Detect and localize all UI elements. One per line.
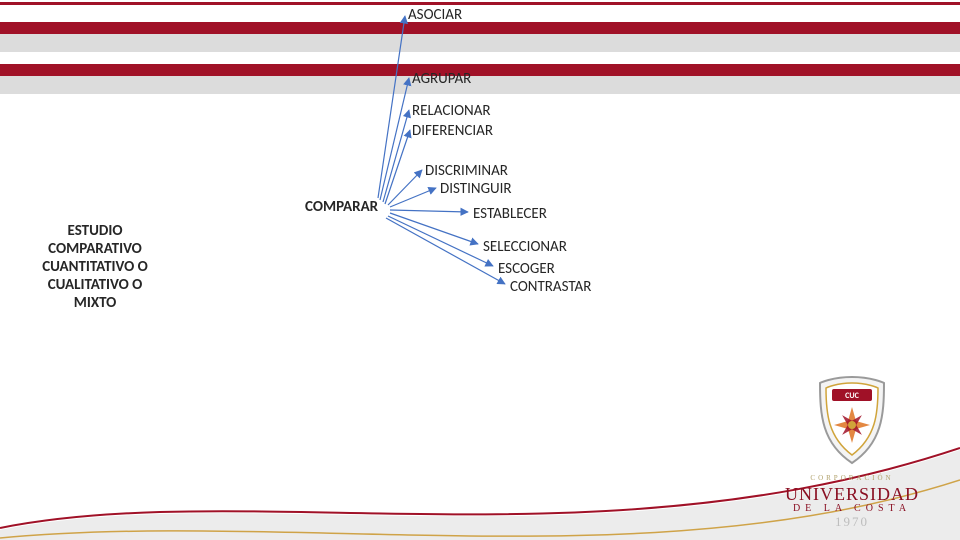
target-discriminar: DISCRIMINAR (425, 162, 508, 180)
shield-icon: CUC (812, 375, 892, 465)
logo-line1: UNIVERSIDAD (762, 484, 942, 505)
target-seleccionar: SELECCIONAR (483, 238, 567, 256)
target-asociar: ASOCIAR (408, 6, 462, 24)
target-distinguir: DISTINGUIR (440, 180, 512, 198)
logo-banner-text: CUC (845, 391, 859, 401)
header-bar-red-1 (0, 22, 960, 34)
target-escoger: ESCOGER (498, 260, 555, 278)
header-bar-red-2 (0, 64, 960, 76)
target-relacionar: RELACIONAR (412, 102, 491, 120)
target-agrupar: AGRUPAR (412, 70, 471, 88)
target-contrastar: CONTRASTAR (510, 278, 591, 296)
logo-year: 1970 (762, 514, 942, 530)
logo-corporation: CORPORACIÓN (762, 474, 942, 482)
slide-canvas: COMPARAR ESTUDIOCOMPARATIVOCUANTITATIVO … (0, 0, 960, 540)
top-thin-line (0, 2, 960, 5)
target-establecer: ESTABLECER (473, 205, 547, 223)
target-diferenciar: DIFERENCIAR (412, 122, 493, 140)
hub-label-comparar: COMPARAR (305, 198, 378, 216)
university-logo: CUC CORPORACIÓN UNIVERSIDAD DE LA COSTA … (762, 375, 942, 530)
source-block-estudio: ESTUDIOCOMPARATIVOCUANTITATIVO OCUALITAT… (30, 222, 160, 312)
